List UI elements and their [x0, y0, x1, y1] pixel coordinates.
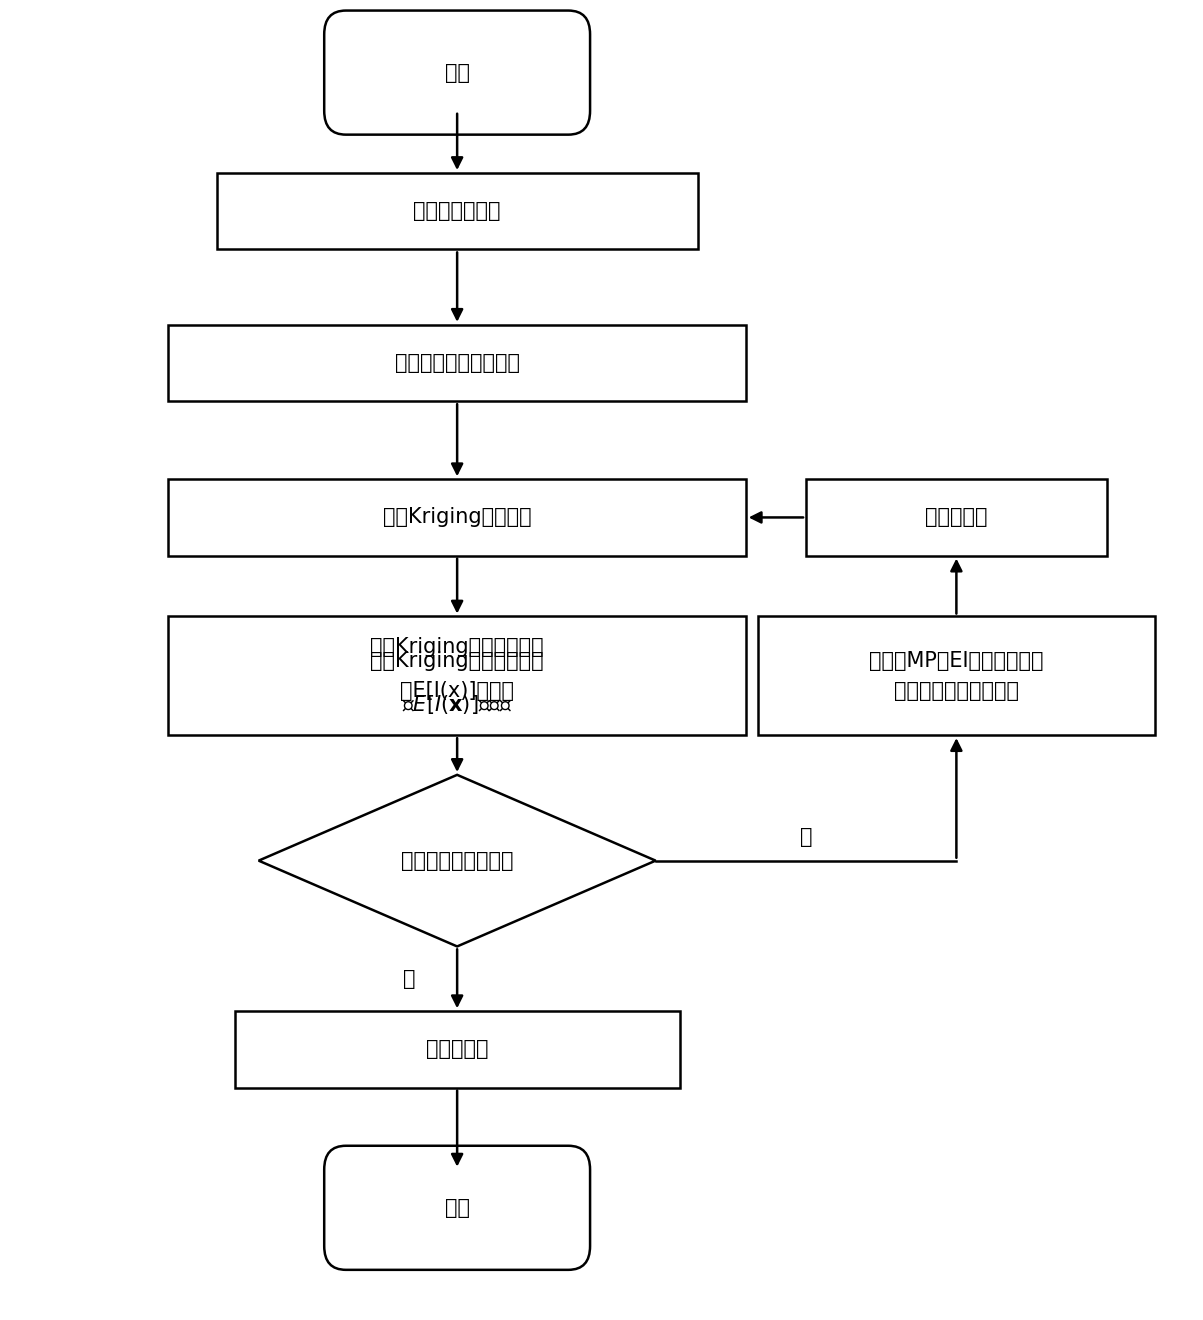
- Text: 构建Kriging代理模型: 构建Kriging代理模型: [383, 507, 532, 528]
- Text: 和$E[I(\mathbf{x})]$最大值: 和$E[I(\mathbf{x})]$最大值: [402, 693, 512, 717]
- Bar: [217, 173, 698, 249]
- Text: 是: 是: [403, 969, 415, 989]
- Text: 添加样本点: 添加样本点: [925, 507, 988, 528]
- FancyBboxPatch shape: [324, 11, 589, 135]
- Bar: [758, 616, 1155, 735]
- Text: 计算Kriging模型的最优解
和E[I(x)]最大值: 计算Kriging模型的最优解 和E[I(x)]最大值: [371, 651, 544, 701]
- Bar: [168, 479, 746, 556]
- Text: 计算样本点函数响应值: 计算样本点函数响应值: [395, 352, 520, 374]
- Text: 拉丁超立方抽样: 拉丁超立方抽样: [414, 201, 500, 222]
- Text: 返还最优解: 返还最优解: [426, 1039, 488, 1060]
- Bar: [806, 479, 1107, 556]
- Bar: [168, 325, 746, 401]
- Text: 开始: 开始: [445, 62, 469, 83]
- Text: 计算由MP和EI加点准则获得
的样本点的函数响应值: 计算由MP和EI加点准则获得 的样本点的函数响应值: [869, 651, 1044, 701]
- Bar: [168, 616, 746, 735]
- Polygon shape: [259, 775, 656, 946]
- Text: 结束: 结束: [445, 1197, 469, 1218]
- Text: 是否满足收敛标准？: 是否满足收敛标准？: [401, 850, 514, 871]
- Bar: [235, 1011, 680, 1088]
- Text: 计算Kriging模型的最优解: 计算Kriging模型的最优解: [371, 636, 544, 657]
- Text: 否: 否: [800, 826, 812, 847]
- FancyBboxPatch shape: [324, 1146, 589, 1270]
